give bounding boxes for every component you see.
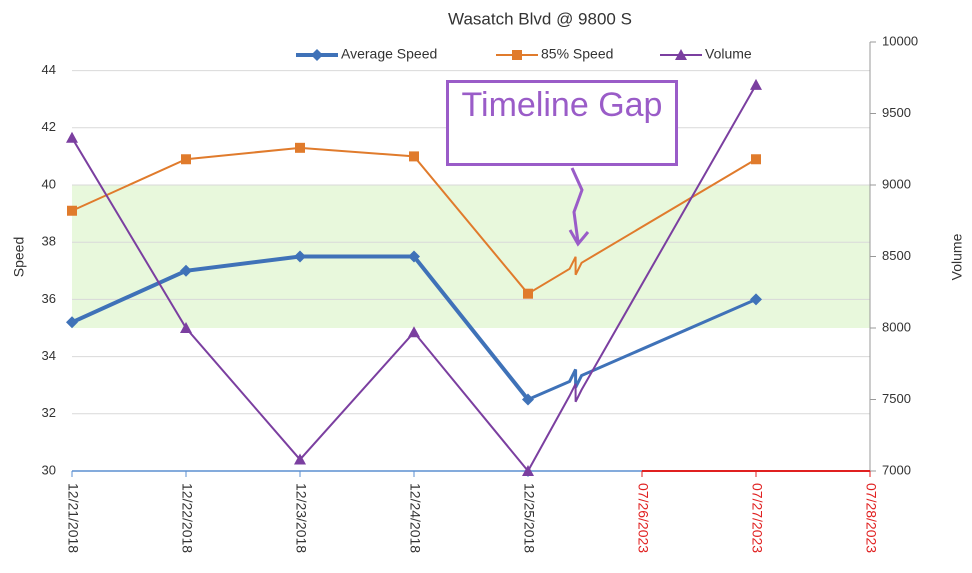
point [294,453,306,465]
x-tick-label: 12/24/2018 [407,483,423,553]
x-tick-label: 12/23/2018 [293,483,309,553]
point [408,250,420,263]
gap-connector [527,158,757,295]
y-tick-label: 38 [42,234,56,249]
y2-tick-label: 9500 [882,105,911,120]
point [311,49,323,61]
point [751,154,761,165]
y-tick-label: 32 [42,405,56,420]
target-band [72,185,870,328]
y-tick-label: 42 [42,119,56,134]
y-tick-label: 40 [42,176,56,191]
point [409,151,419,162]
legend-label: Average Speed [341,46,437,62]
point [295,142,305,153]
y-tick-label: 30 [42,462,56,477]
y2-tick-label: 10000 [882,33,918,48]
point [180,264,192,277]
y-axis-label: Speed [11,237,27,277]
point [408,326,420,338]
x-tick-label: 07/28/2023 [863,483,879,553]
point [180,322,192,333]
point [675,49,687,60]
point [181,154,191,165]
point [66,316,78,329]
y-tick-label: 34 [42,348,56,363]
y-tick-label: 36 [42,291,56,306]
y2-tick-label: 8000 [882,319,911,334]
y2-tick-label: 9000 [882,176,911,191]
annotation: Timeline Gap [446,80,678,166]
y2-axis-label: Volume [949,233,965,280]
x-tick-label: 07/26/2023 [635,483,651,553]
point [67,205,77,216]
point [522,465,534,476]
x-tick-label: 12/25/2018 [521,483,537,553]
point [522,393,534,406]
x-tick-label: 12/22/2018 [179,483,195,553]
point [750,78,762,90]
point [294,250,306,263]
y2-tick-label: 8500 [882,248,911,263]
gap-connector [527,298,757,401]
y-tick-label: 44 [42,62,56,77]
legend-label: 85% Speed [541,46,613,62]
x-tick-label: 12/21/2018 [65,483,81,553]
gap-connector [527,84,757,472]
y2-tick-label: 7500 [882,391,911,406]
point [750,293,762,306]
x-tick-label: 07/27/2023 [749,483,765,553]
point [512,50,522,60]
chart-title: Wasatch Blvd @ 9800 S [448,9,632,28]
legend-label: Volume [705,46,752,62]
y2-tick-label: 7000 [882,462,911,477]
point [523,288,533,299]
point [66,131,78,143]
annotation-arrow [568,167,590,247]
